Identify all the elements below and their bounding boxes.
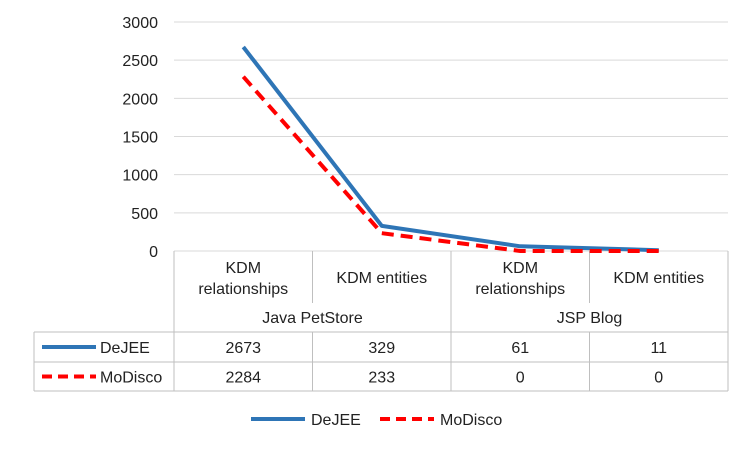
- gridlines: [174, 21, 728, 252]
- table-cell-1-1: 233: [368, 370, 395, 387]
- y-tick-label-3000: 3000: [122, 15, 158, 32]
- series-line-1: [241, 75, 659, 253]
- series-lines: [241, 45, 659, 253]
- table-cell-1-0: 2284: [225, 370, 261, 387]
- table-cell-0-2: 61: [511, 340, 529, 357]
- group-label-1: JSP Blog: [557, 310, 623, 327]
- table-cell-1-2: 0: [516, 370, 525, 387]
- legend-label-0: DeJEE: [311, 412, 361, 429]
- table-series-name-1: MoDisco: [100, 370, 162, 387]
- table-cell-0-0: 2673: [225, 340, 261, 357]
- table-cell-1-3: 0: [654, 370, 663, 387]
- legend: DeJEE MoDisco: [251, 412, 502, 429]
- group-label-0: Java PetStore: [262, 310, 363, 327]
- table-cell-0-1: 329: [368, 340, 395, 357]
- category-label-2-line-0: KDM: [502, 260, 538, 277]
- y-tick-label-2000: 2000: [122, 91, 158, 108]
- series-line-0: [241, 45, 659, 253]
- y-axis-ticks: 0 500 1000 1500 2000 2500 3000: [122, 15, 158, 261]
- category-label-0-line-0: KDM: [225, 260, 261, 277]
- category-label-0-line-1: relationships: [198, 281, 288, 298]
- category-label-2-line-1: relationships: [475, 281, 565, 298]
- y-tick-label-2500: 2500: [122, 53, 158, 70]
- table-series-name-0: DeJEE: [100, 340, 150, 357]
- category-label-1: KDM entities: [336, 270, 427, 287]
- table-cell-0-3: 11: [650, 340, 667, 357]
- category-label-3: KDM entities: [613, 270, 704, 287]
- data-table: KDM relationships KDM entities KDM relations…: [33, 251, 729, 392]
- y-tick-label-0: 0: [149, 244, 158, 261]
- y-tick-label-500: 500: [131, 206, 158, 223]
- legend-label-1: MoDisco: [440, 412, 502, 429]
- y-tick-label-1000: 1000: [122, 168, 158, 185]
- y-tick-label-1500: 1500: [122, 130, 158, 147]
